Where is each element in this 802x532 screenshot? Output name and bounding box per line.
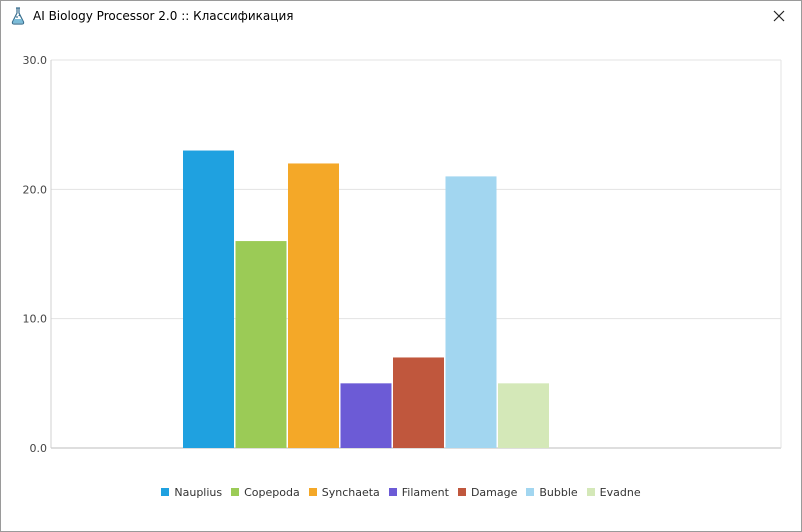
close-icon <box>773 10 785 22</box>
legend-swatch <box>586 488 595 496</box>
close-button[interactable] <box>757 1 801 31</box>
bar-evadne <box>498 383 549 448</box>
legend-label: Damage <box>470 485 518 499</box>
flask-icon <box>11 7 25 25</box>
y-tick-label: 30.0 <box>23 54 48 67</box>
bar-filament <box>340 383 392 448</box>
legend-item: Bubble <box>526 485 578 499</box>
y-tick-label: 20.0 <box>23 183 48 196</box>
legend-swatch <box>457 488 466 496</box>
legend-swatch <box>161 488 170 496</box>
bar-nauplius <box>183 150 234 448</box>
legend-swatch <box>526 488 535 496</box>
window-title: AI Biology Processor 2.0 :: Классификаци… <box>33 9 294 23</box>
legend-item: Filament <box>388 485 449 499</box>
bar-damage <box>393 357 444 448</box>
legend-label: Filament <box>401 485 449 499</box>
legend-item: Nauplius <box>161 486 222 499</box>
title-bar[interactable]: AI Biology Processor 2.0 :: Классификаци… <box>1 1 801 31</box>
legend-label: Evadne <box>599 485 641 499</box>
bar-chart: 0.0 10.0 20.0 30.0 <box>23 54 782 455</box>
legend-label: Synchaeta <box>321 485 380 499</box>
legend-swatch <box>231 488 240 496</box>
legend-label: Copepoda <box>244 485 300 499</box>
legend-item: Copepoda <box>231 486 300 499</box>
y-tick-label: 10.0 <box>23 313 48 326</box>
y-tick-label: 0.0 <box>30 442 48 455</box>
bar-bubble <box>445 176 497 448</box>
bar-copepoda <box>235 241 287 448</box>
legend-item: Synchaeta <box>308 485 380 499</box>
legend-item: Damage <box>457 485 518 499</box>
legend-swatch <box>308 488 317 496</box>
legend-item: Evadne <box>586 485 641 499</box>
legend-label: Nauplius <box>174 485 223 499</box>
legend-label: Bubble <box>539 485 578 499</box>
legend-swatch <box>388 488 397 496</box>
chart-legend: Nauplius Copepoda Synchaeta Filament Damage B… <box>1 482 801 502</box>
bar-synchaeta <box>288 163 339 448</box>
